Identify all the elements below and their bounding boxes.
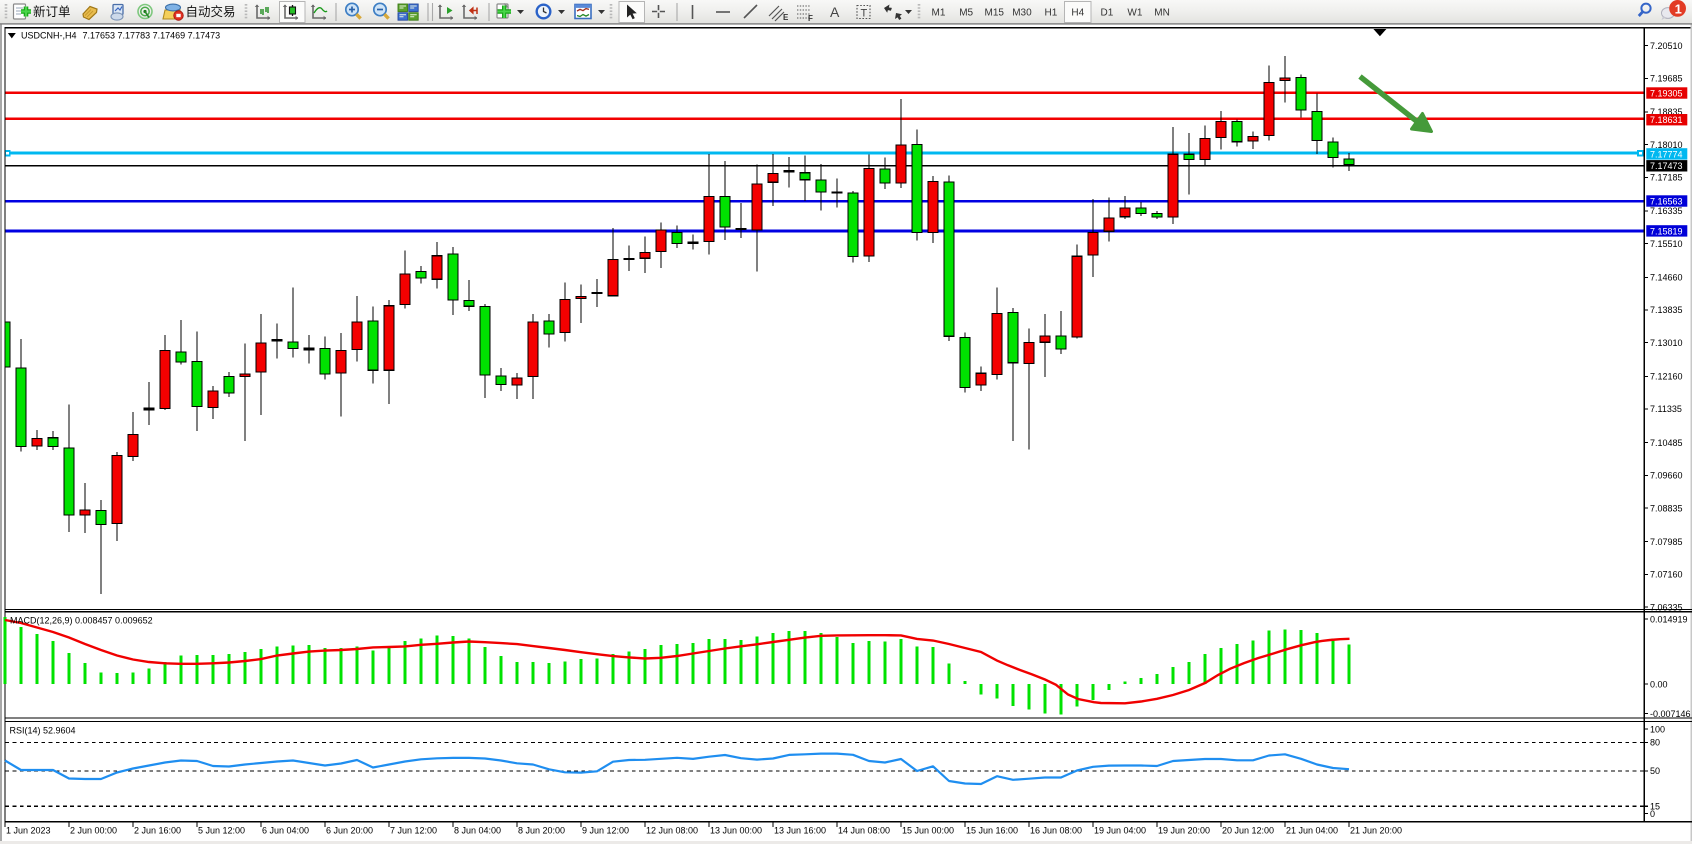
svg-text:D1: D1: [1101, 8, 1114, 19]
svg-text:21 Jun 20:00: 21 Jun 20:00: [1350, 826, 1402, 836]
svg-text:-0.007146: -0.007146: [1650, 709, 1691, 719]
svg-text:50: 50: [1650, 766, 1660, 776]
svg-text:7.11335: 7.11335: [1650, 404, 1682, 414]
svg-text:T: T: [861, 8, 868, 20]
svg-text:6 Jun 20:00: 6 Jun 20:00: [326, 826, 373, 836]
svg-text:0: 0: [1650, 809, 1655, 819]
svg-text:7.20510: 7.20510: [1650, 41, 1683, 51]
svg-text:7.16563: 7.16563: [1650, 196, 1683, 206]
svg-text:15: 15: [1650, 802, 1660, 812]
svg-text:0.00: 0.00: [1650, 679, 1668, 689]
svg-text:MACD(12,26,9) 0.008457 0.00965: MACD(12,26,9) 0.008457 0.009652: [10, 615, 153, 625]
svg-text:7.17185: 7.17185: [1650, 173, 1683, 183]
svg-text:7.17473: 7.17473: [1650, 161, 1683, 171]
svg-text:M30: M30: [1012, 8, 1032, 19]
svg-text:19 Jun 20:00: 19 Jun 20:00: [1158, 826, 1210, 836]
svg-text:7.07160: 7.07160: [1650, 570, 1683, 580]
svg-text:M1: M1: [932, 8, 946, 19]
svg-text:7.07985: 7.07985: [1650, 537, 1683, 547]
svg-text:7.17774: 7.17774: [1650, 149, 1683, 159]
svg-text:1: 1: [1675, 1, 1682, 16]
svg-text:14 Jun 08:00: 14 Jun 08:00: [838, 826, 890, 836]
svg-text:7.18631: 7.18631: [1650, 115, 1683, 125]
svg-text:7.13010: 7.13010: [1650, 338, 1683, 348]
svg-text:8 Jun 04:00: 8 Jun 04:00: [454, 826, 501, 836]
svg-text:H4: H4: [1071, 8, 1084, 19]
svg-text:8 Jun 20:00: 8 Jun 20:00: [518, 826, 565, 836]
svg-text:2 Jun 00:00: 2 Jun 00:00: [70, 826, 117, 836]
svg-text:W1: W1: [1127, 8, 1142, 19]
svg-text:MN: MN: [1154, 8, 1170, 19]
svg-text:7.06335: 7.06335: [1650, 602, 1683, 612]
svg-text:21 Jun 04:00: 21 Jun 04:00: [1286, 826, 1338, 836]
svg-text:2 Jun 16:00: 2 Jun 16:00: [134, 826, 181, 836]
svg-text:13 Jun 00:00: 13 Jun 00:00: [710, 826, 762, 836]
svg-text:0.014919: 0.014919: [1650, 614, 1688, 624]
svg-text:F: F: [808, 14, 813, 23]
svg-text:7.13835: 7.13835: [1650, 305, 1683, 315]
svg-text:7.16335: 7.16335: [1650, 206, 1683, 216]
svg-text:7.19685: 7.19685: [1650, 74, 1683, 84]
svg-text:自动交易: 自动交易: [186, 4, 236, 19]
svg-text:1 Jun 2023: 1 Jun 2023: [6, 826, 51, 836]
svg-text:15 Jun 16:00: 15 Jun 16:00: [966, 826, 1018, 836]
svg-text:5 Jun 12:00: 5 Jun 12:00: [198, 826, 245, 836]
svg-text:RSI(14) 52.9604: RSI(14) 52.9604: [10, 726, 76, 736]
svg-text:7.09660: 7.09660: [1650, 471, 1683, 481]
svg-text:E: E: [783, 13, 789, 22]
svg-text:7.12160: 7.12160: [1650, 372, 1683, 382]
svg-text:M15: M15: [985, 8, 1005, 19]
svg-text:7 Jun 12:00: 7 Jun 12:00: [390, 826, 437, 836]
svg-text:15 Jun 00:00: 15 Jun 00:00: [902, 826, 954, 836]
svg-text:13 Jun 16:00: 13 Jun 16:00: [774, 826, 826, 836]
svg-text:USDCNH-,H47.17653 7.17783 7.17: USDCNH-,H4 7.17653 7.17783 7.17469 7.1747…: [21, 31, 220, 41]
svg-text:M5: M5: [959, 8, 973, 19]
svg-text:H1: H1: [1045, 8, 1058, 19]
svg-text:100: 100: [1650, 724, 1665, 734]
svg-text:12 Jun 08:00: 12 Jun 08:00: [646, 826, 698, 836]
svg-text:7.15510: 7.15510: [1650, 239, 1683, 249]
svg-text:新订单: 新订单: [33, 4, 71, 19]
svg-text:20 Jun 12:00: 20 Jun 12:00: [1222, 826, 1274, 836]
svg-text:6 Jun 04:00: 6 Jun 04:00: [262, 826, 309, 836]
svg-text:7.15819: 7.15819: [1650, 226, 1683, 236]
svg-text:7.18835: 7.18835: [1650, 107, 1683, 117]
svg-text:7.18010: 7.18010: [1650, 140, 1683, 150]
svg-text:A: A: [830, 4, 840, 20]
svg-text:7.19305: 7.19305: [1650, 88, 1683, 98]
svg-text:7.14660: 7.14660: [1650, 273, 1683, 283]
svg-text:16 Jun 08:00: 16 Jun 08:00: [1030, 826, 1082, 836]
svg-text:7.08835: 7.08835: [1650, 503, 1683, 513]
svg-text:80: 80: [1650, 738, 1660, 748]
svg-text:7.10485: 7.10485: [1650, 438, 1683, 448]
svg-text:9 Jun 12:00: 9 Jun 12:00: [582, 826, 629, 836]
svg-text:19 Jun 04:00: 19 Jun 04:00: [1094, 826, 1146, 836]
